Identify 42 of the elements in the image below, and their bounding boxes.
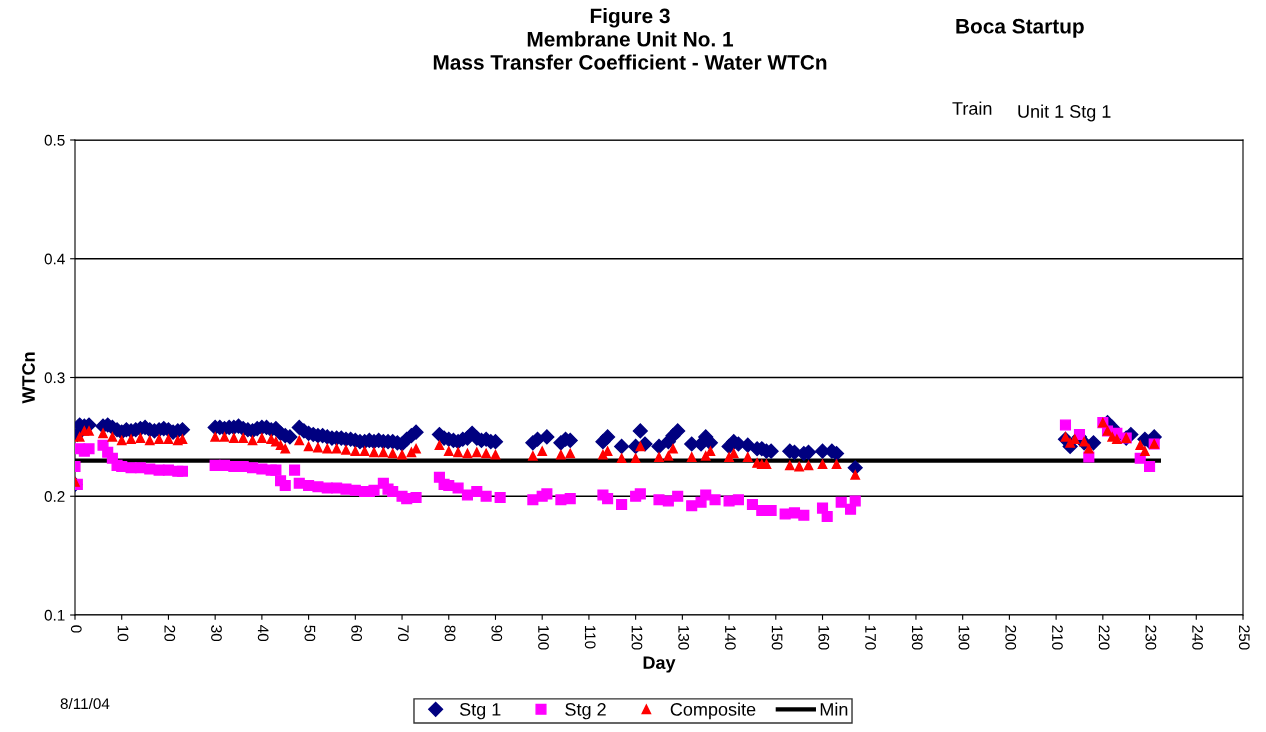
x-tick-label: 90 (491, 625, 503, 642)
x-tick-label: 190 (958, 625, 970, 650)
x-tick-label: 110 (584, 625, 596, 649)
text: Train (952, 101, 992, 115)
x-tick-label: 50 (304, 625, 316, 642)
text: 8/11/04 (60, 697, 110, 710)
x-tick-label: 150 (771, 625, 783, 650)
x-tick-label: 130 (678, 625, 690, 650)
y-tick-label: 0.5 (44, 134, 65, 146)
x-axis-title: Day (643, 656, 676, 673)
x-tick-label: 100 (538, 625, 549, 650)
x-tick-label: 180 (911, 625, 923, 650)
x-tick-label: 30 (211, 625, 222, 642)
chart-title: Figure 3 Membrane Unit No. 1 Mass Transfer Coefficient - Water WTCn (433, 8, 827, 70)
text: Unit 1 Stg 1 (1018, 104, 1111, 122)
x-tick-label: 10 (117, 625, 129, 642)
x-tick-label: 20 (164, 625, 176, 642)
x-tick-label: 80 (444, 625, 456, 642)
x-tick-label: 140 (724, 625, 736, 650)
legend-label: Composite (670, 702, 756, 720)
x-tick-label: 60 (351, 625, 363, 642)
x-tick-label: 240 (1192, 625, 1203, 650)
legend-label: Stg 2 (565, 703, 606, 720)
x-tick-label: 170 (865, 625, 876, 650)
y-tick-label: 0.4 (44, 253, 65, 265)
x-tick-label: 120 (631, 625, 643, 650)
x-tick-label: 230 (1145, 625, 1157, 650)
x-tick-label: 220 (1098, 625, 1110, 650)
x-tick-label: 0 (70, 625, 82, 633)
x-tick-label: 160 (818, 625, 830, 650)
x-tick-label: 210 (1052, 625, 1063, 650)
text: Boca Startup (956, 18, 1084, 38)
x-tick-label: 40 (257, 625, 269, 642)
y-axis-title: WTCn (22, 352, 35, 404)
x-tick-label: 250 (1238, 625, 1250, 650)
x-tick-label: 200 (1005, 625, 1017, 650)
y-tick-label: 0.3 (44, 372, 65, 384)
legend-label: Min (820, 702, 848, 716)
legend-label: Stg 1 (459, 703, 501, 720)
y-tick-label: 0.2 (44, 491, 65, 502)
x-tick-label: 70 (397, 625, 409, 642)
y-tick-label: 0.1 (44, 609, 65, 621)
